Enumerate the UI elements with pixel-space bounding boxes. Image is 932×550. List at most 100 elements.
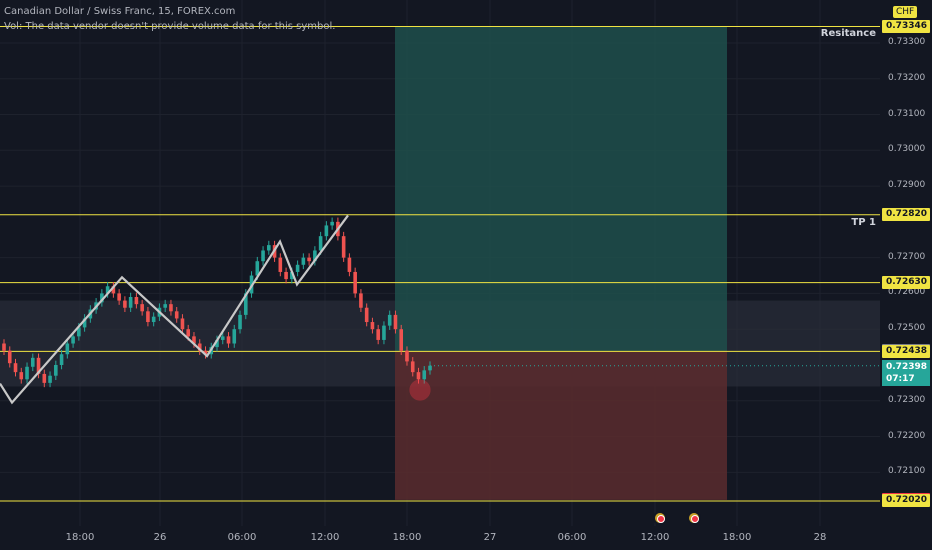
candle-body (370, 322, 375, 330)
x-tick-label: 18:00 (65, 532, 95, 543)
y-tick-label: 0.72700 (888, 251, 926, 262)
candle-body (7, 350, 12, 364)
candle-body (422, 370, 427, 380)
candle-body (203, 350, 208, 355)
y-tick-label: 0.72500 (888, 323, 926, 334)
x-tick-label: 18:00 (722, 532, 752, 543)
economic-event-flag-icon[interactable] (653, 511, 667, 525)
candle-body (30, 357, 35, 367)
level-label: Resitance (820, 28, 876, 40)
y-tick-label: 0.72200 (888, 430, 926, 441)
bar-countdown: 07:17 (886, 373, 915, 384)
candle-body (232, 329, 237, 344)
x-tick-label: 06:00 (227, 532, 257, 543)
candle-body (59, 354, 64, 365)
candle-body (353, 271, 357, 294)
x-tick-label: 12:00 (640, 532, 670, 543)
y-tick-label: 0.73300 (888, 36, 926, 47)
x-tick-label: 18:00 (392, 532, 422, 543)
candle-body (186, 329, 191, 337)
candle-body (313, 250, 317, 262)
candle-body (71, 336, 75, 344)
candle-body (278, 257, 283, 272)
candle-body (284, 271, 288, 280)
candle-body (180, 318, 185, 330)
candle-body (416, 372, 421, 380)
price-tag: 0.72438 (882, 344, 930, 358)
candle-body (19, 372, 24, 380)
candle-body (324, 225, 329, 237)
candle-body (220, 336, 225, 340)
candle-body (111, 286, 116, 294)
economic-event-flag-icon[interactable] (687, 511, 701, 525)
y-tick-label: 0.73200 (888, 72, 926, 83)
candle-body (255, 261, 260, 276)
candle-body (42, 373, 47, 383)
x-tick-label: 26 (153, 532, 167, 543)
candle-body (197, 343, 202, 351)
candle-body (25, 366, 29, 380)
candle-body (347, 257, 352, 272)
candle-body (128, 296, 133, 308)
candle-body (267, 245, 271, 251)
candle-body (140, 304, 144, 312)
candle-body (117, 293, 121, 301)
candle-body (238, 314, 242, 330)
candle-body (146, 311, 150, 323)
price-tag: 0.72630 (882, 276, 930, 290)
volume-note: Vol: The data vendor doesn't provide vol… (4, 21, 336, 32)
candle-body (163, 304, 167, 308)
candle-body (100, 293, 104, 303)
level-label: TP 1 (851, 216, 876, 228)
candle-body (2, 343, 6, 351)
candle-body (192, 336, 196, 344)
x-tick-label: 12:00 (310, 532, 340, 543)
candle-body (82, 318, 87, 328)
candle-body (261, 250, 265, 262)
currency-badge[interactable]: CHF (893, 6, 918, 18)
x-tick-label: 27 (483, 532, 497, 543)
price-tag: 0.72820 (882, 208, 930, 222)
candle-body (428, 365, 432, 371)
candle-body (399, 329, 404, 351)
price-tag: 0.73346 (882, 19, 930, 33)
y-tick-label: 0.72600 (888, 287, 926, 298)
candle-body (77, 327, 81, 337)
candle-body (215, 339, 219, 348)
candle-body (48, 375, 52, 383)
y-tick-label: 0.73100 (888, 108, 926, 119)
candle-body (410, 361, 415, 373)
candle-body (359, 293, 363, 308)
profit-zone (395, 26, 727, 352)
candle-body (36, 357, 41, 374)
candle-body (290, 271, 294, 280)
entry-marker-circle (409, 379, 431, 401)
y-tick-label: 0.72100 (888, 466, 926, 477)
x-tick-label: 06:00 (557, 532, 587, 543)
candle-body (169, 304, 173, 312)
current-price: 0.72398 (886, 361, 927, 372)
candle-body (134, 296, 139, 305)
candle-body (174, 311, 179, 319)
candle-body (65, 343, 70, 355)
y-tick-label: 0.72900 (888, 180, 926, 191)
candle-body (295, 264, 300, 272)
candle-body (105, 286, 110, 294)
x-tick-label: 28 (813, 532, 827, 543)
candle-body (393, 314, 398, 330)
candle-body (364, 307, 369, 323)
candle-body (54, 364, 58, 376)
loss-zone (395, 351, 727, 500)
candle-body (341, 236, 346, 258)
candle-body (301, 257, 306, 265)
current-price-tag: 0.72398 07:17 (882, 359, 930, 386)
candle-body (226, 336, 231, 344)
candle-body (243, 293, 248, 315)
symbol-title[interactable]: Canadian Dollar / Swiss Franc, 15, FOREX… (4, 6, 236, 17)
candle-body (330, 221, 334, 226)
price-tag: 0.72020 (882, 494, 930, 508)
candle-body (387, 314, 392, 326)
y-tick-label: 0.72300 (888, 394, 926, 405)
